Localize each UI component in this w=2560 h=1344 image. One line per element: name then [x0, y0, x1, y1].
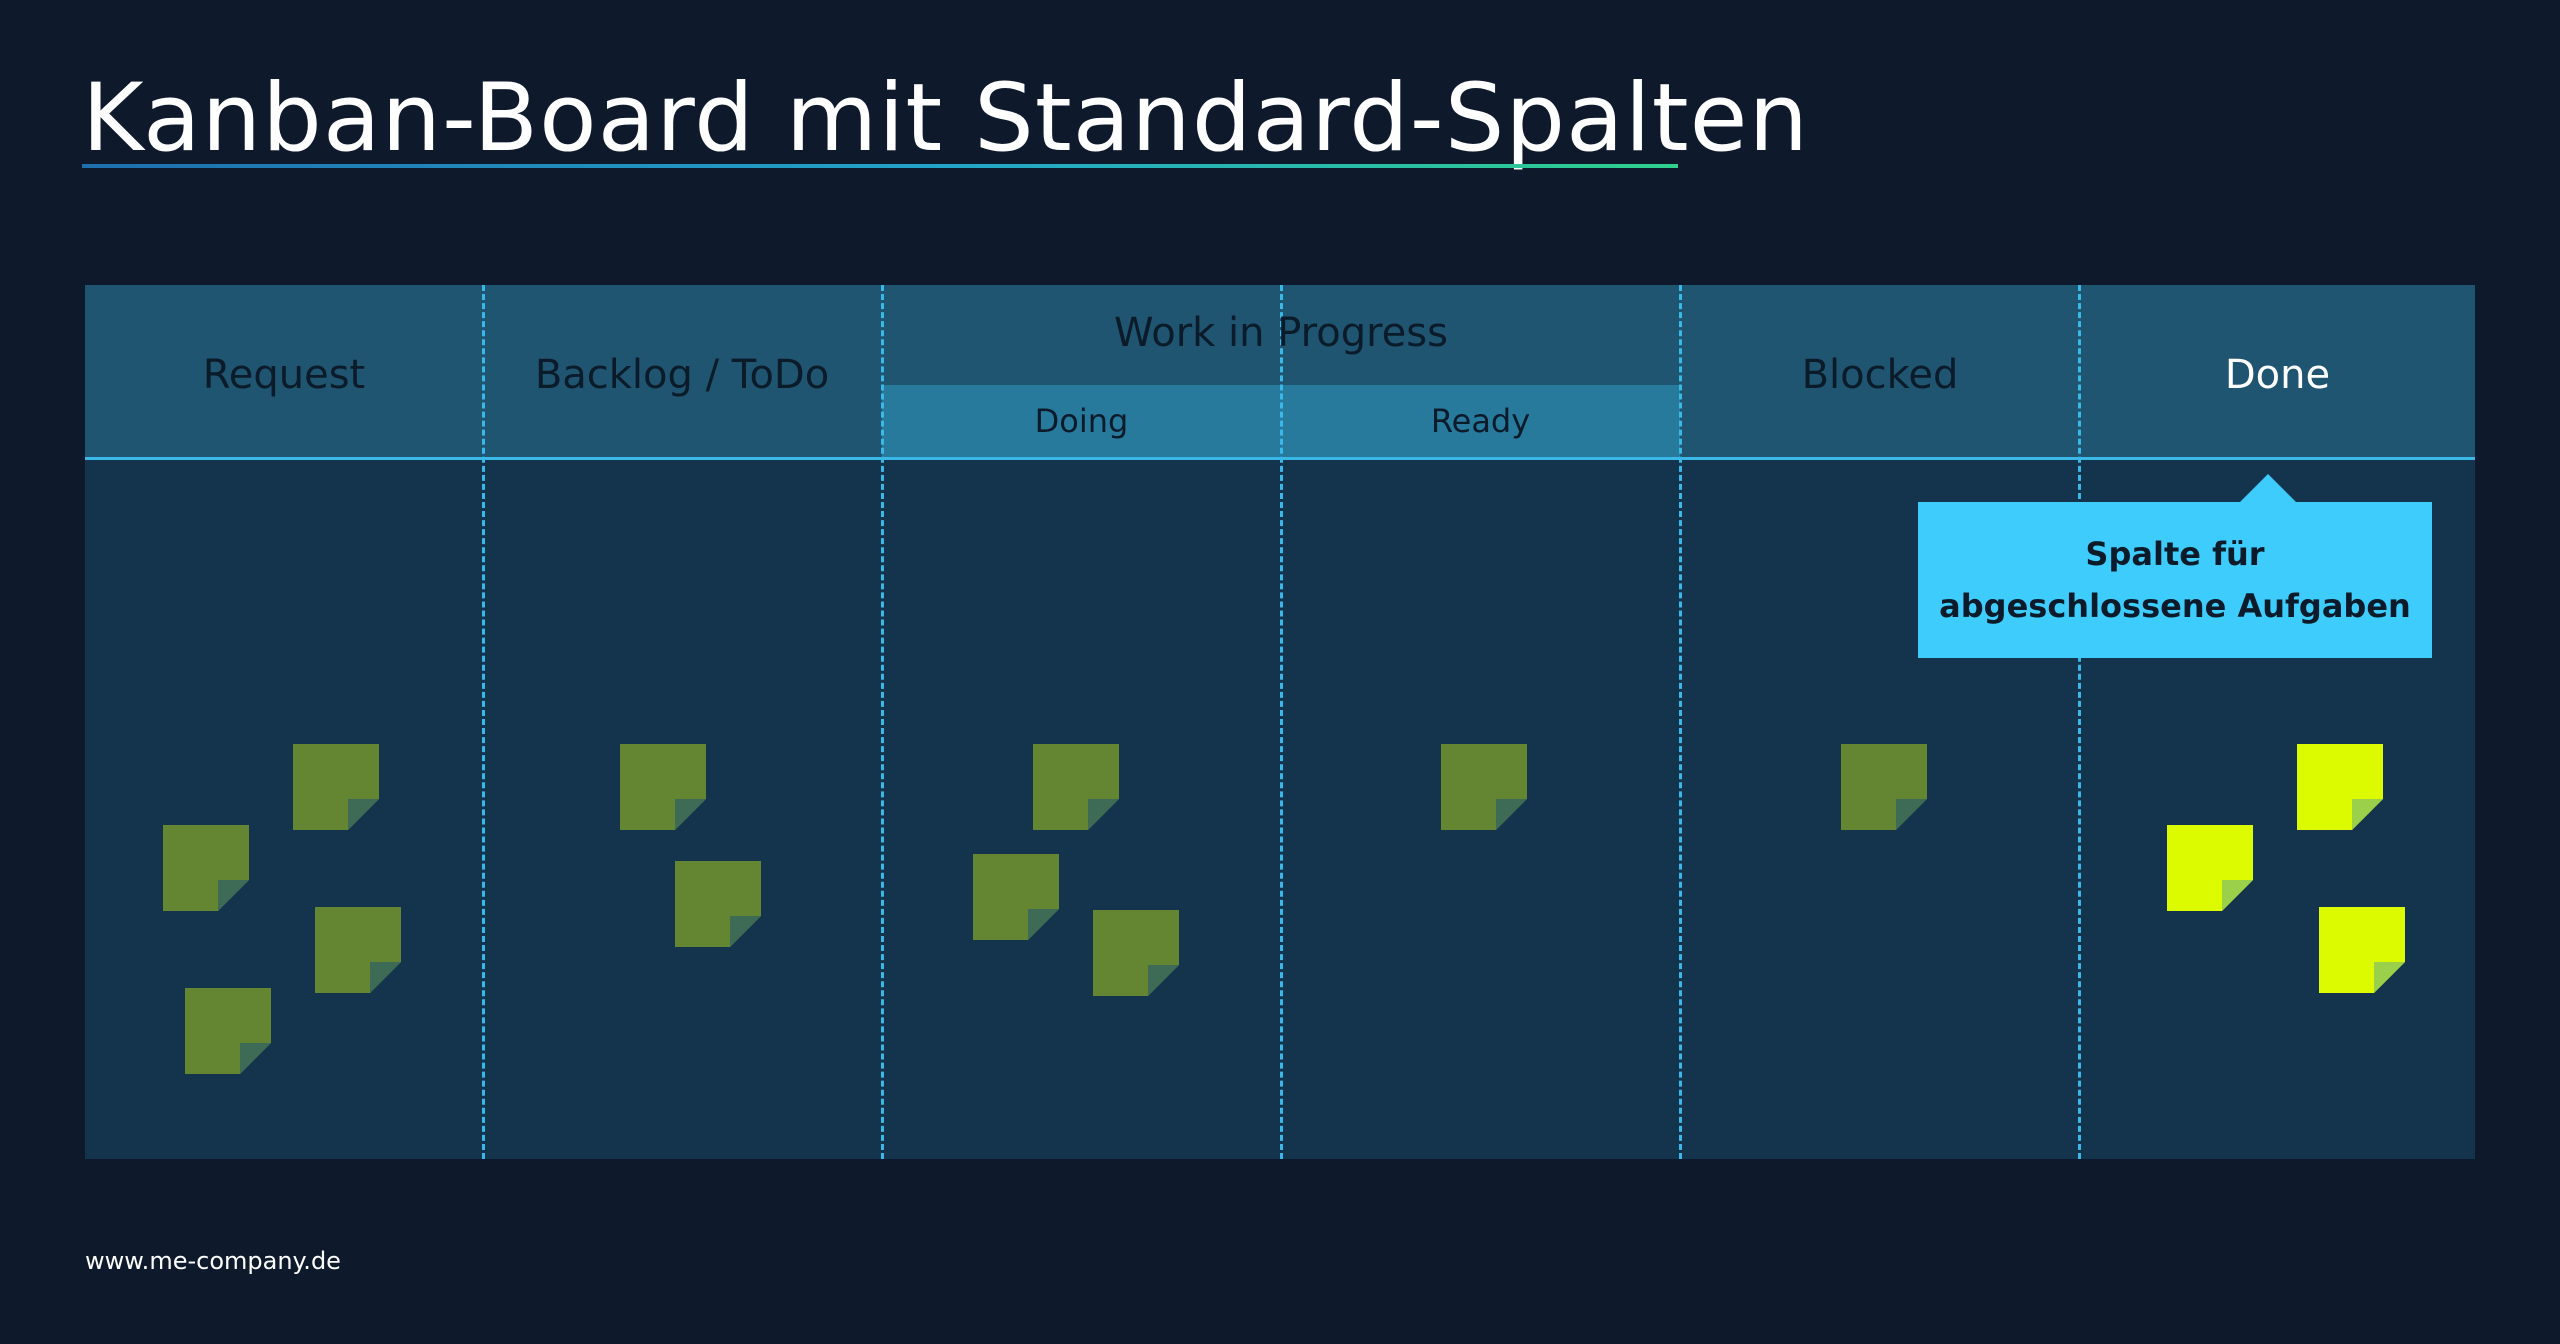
column-header-wip: Work in Progress: [1114, 310, 1448, 356]
callout-text: Spalte für abgeschlossene Aufgaben: [1939, 535, 2411, 625]
column-divider: [881, 285, 884, 1159]
card-fold: [730, 916, 761, 947]
column-divider: [482, 285, 485, 1159]
task-card[interactable]: [293, 744, 379, 830]
card-fold: [1896, 799, 1927, 830]
task-card[interactable]: [1033, 744, 1119, 830]
page-title: Kanban-Board mit Standard-Spalten: [82, 64, 1810, 173]
task-card[interactable]: [1841, 744, 1927, 830]
task-card[interactable]: [185, 988, 271, 1074]
column-header-backlog: Backlog / ToDo: [534, 352, 830, 398]
column-divider: [1679, 285, 1682, 1159]
kanban-board: Request Backlog / ToDo Work in Progress …: [85, 285, 2475, 1159]
column-header-blocked: Blocked: [1801, 352, 1959, 398]
subcolumn-header-ready: Ready: [1430, 402, 1531, 440]
task-card[interactable]: [1441, 744, 1527, 830]
card-fold: [2374, 962, 2405, 993]
card-fold: [218, 880, 249, 911]
column-header-done: Done: [2224, 352, 2331, 398]
task-card[interactable]: [675, 861, 761, 947]
card-fold: [2222, 880, 2253, 911]
task-card[interactable]: [315, 907, 401, 993]
card-fold: [675, 799, 706, 830]
card-fold: [348, 799, 379, 830]
done-card[interactable]: [2167, 825, 2253, 911]
card-fold: [1148, 965, 1179, 996]
task-card[interactable]: [163, 825, 249, 911]
task-card[interactable]: [1093, 910, 1179, 996]
done-card[interactable]: [2297, 744, 2383, 830]
done-callout: Spalte für abgeschlossene Aufgaben: [1918, 502, 2432, 658]
subcolumn-divider: [1280, 285, 1283, 1159]
card-fold: [1028, 909, 1059, 940]
done-card[interactable]: [2319, 907, 2405, 993]
card-fold: [2352, 799, 2383, 830]
card-fold: [240, 1043, 271, 1074]
card-fold: [370, 962, 401, 993]
footer-url[interactable]: www.me-company.de: [85, 1247, 341, 1275]
card-fold: [1088, 799, 1119, 830]
task-card[interactable]: [973, 854, 1059, 940]
column-header-request: Request: [202, 352, 366, 398]
task-card[interactable]: [620, 744, 706, 830]
card-fold: [1496, 799, 1527, 830]
column-divider: [2078, 285, 2081, 1159]
subcolumn-header-doing: Doing: [1034, 402, 1129, 440]
title-underline: [82, 164, 1678, 168]
